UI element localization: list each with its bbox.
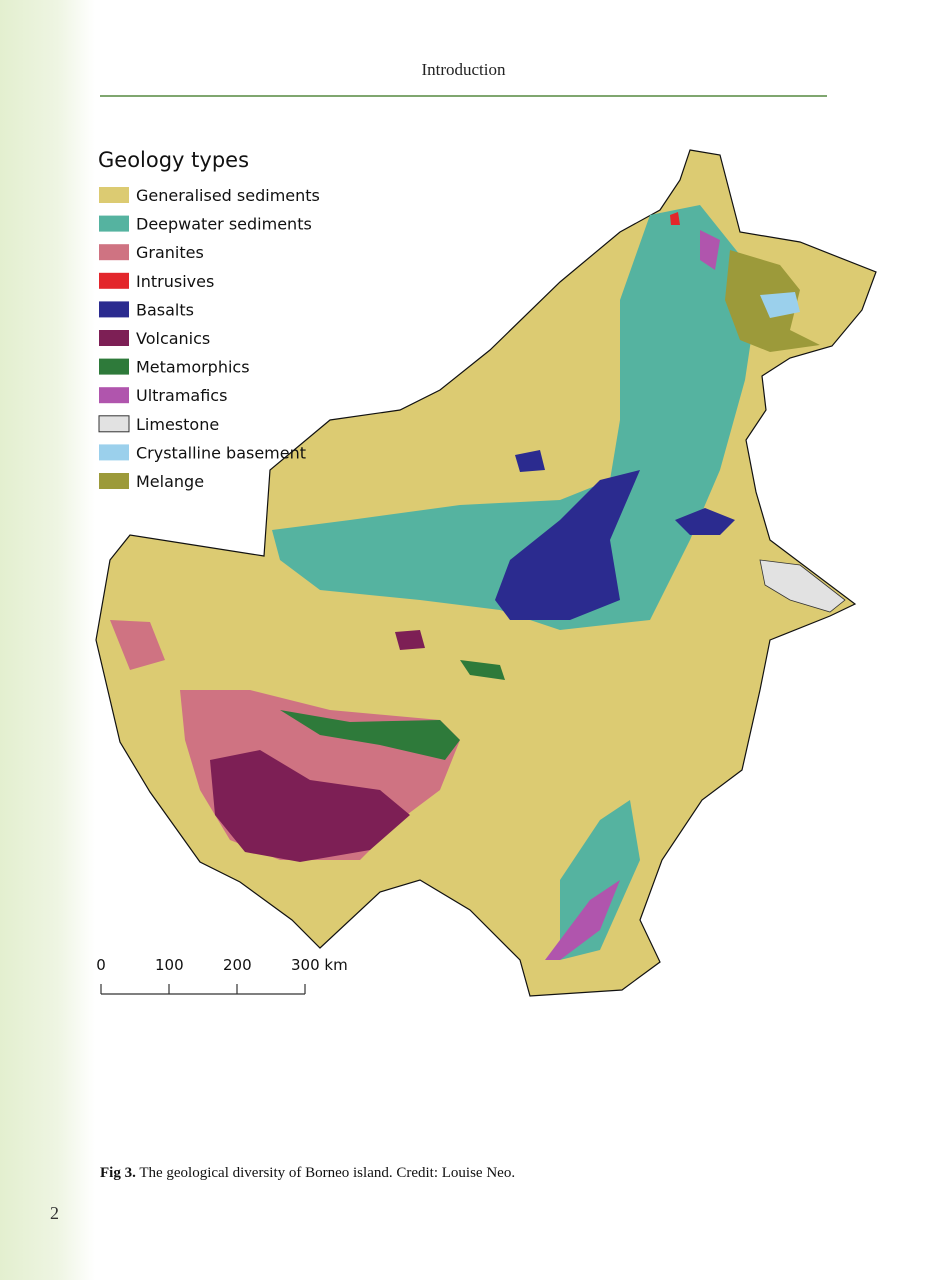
scale-label: 300 km <box>291 956 348 974</box>
geology-units <box>110 205 846 960</box>
legend-swatch <box>99 215 129 232</box>
legend-label: Volcanics <box>136 329 210 348</box>
scale-bar: 0 100 200 300 km <box>96 956 348 995</box>
deepwater-unit <box>272 205 760 630</box>
legend-swatch <box>99 330 129 346</box>
legend-swatch <box>99 301 129 318</box>
legend-label: Generalised sediments <box>136 186 320 205</box>
legend-label: Granites <box>136 243 204 262</box>
intrusive-unit <box>670 212 680 225</box>
legend-swatch <box>98 415 130 433</box>
legend-swatch <box>99 358 129 375</box>
legend-label: Deepwater sediments <box>136 215 312 234</box>
legend-label: Ultramafics <box>136 386 227 405</box>
legend-title: Geology types <box>98 148 249 172</box>
scale-label: 200 <box>223 956 252 974</box>
caption-label: Fig 3. <box>100 1165 136 1181</box>
margin-strip <box>0 0 95 1280</box>
granite-unit <box>110 620 165 670</box>
caption: Fig 3. The geological diversity of Borne… <box>100 1165 515 1182</box>
metamorphic-unit <box>460 660 505 680</box>
basalt-unit <box>675 508 735 535</box>
ultramafic-unit <box>545 880 620 960</box>
metamorphic-unit <box>280 710 460 760</box>
legend-swatch <box>99 387 129 404</box>
page-number: 2 <box>50 1203 59 1223</box>
scale-label: 100 <box>155 956 184 974</box>
volcanic-unit <box>395 630 425 650</box>
legend-label: Melange <box>136 472 204 491</box>
legend-label: Crystalline basement <box>136 443 306 462</box>
scale-label: 0 <box>96 956 106 974</box>
legend-label: Limestone <box>136 415 219 434</box>
legend-swatch <box>99 244 129 261</box>
caption-text: The geological diversity of Borneo islan… <box>139 1165 516 1181</box>
legend-label: Basalts <box>136 300 194 319</box>
header-title: Introduction <box>421 60 506 79</box>
limestone-unit <box>759 559 846 613</box>
legend-label: Intrusives <box>136 272 214 291</box>
basalt-unit <box>515 450 545 472</box>
basalt-unit <box>495 470 640 620</box>
ultramafic-unit <box>700 230 720 270</box>
legend: Generalised sediments Deepwater sediments… <box>98 186 320 491</box>
header-rule <box>100 95 827 97</box>
volcanic-unit <box>210 750 410 862</box>
legend-swatch <box>99 272 129 289</box>
legend-label: Metamorphics <box>136 358 250 377</box>
legend-swatch <box>99 187 129 203</box>
legend-swatch <box>99 473 129 489</box>
crystalline-unit <box>760 292 800 318</box>
legend-swatch <box>99 444 129 461</box>
